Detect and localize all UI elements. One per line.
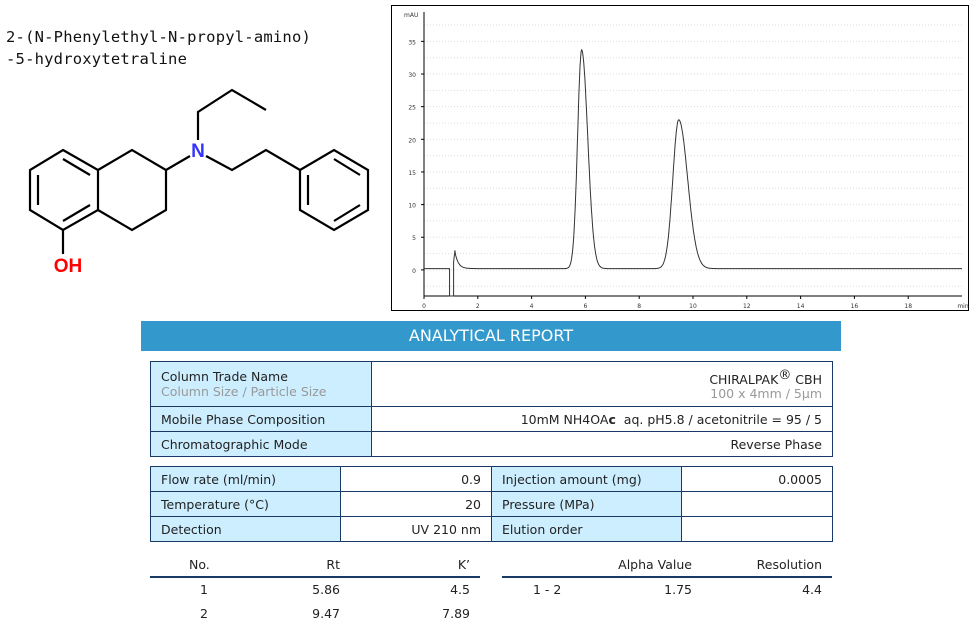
condition-value: 20 xyxy=(340,491,492,517)
y-tick-label: 30 xyxy=(408,72,416,79)
hydroxyl-label: OH xyxy=(54,256,83,277)
chemical-structure: N OH xyxy=(28,88,370,277)
mode-label: Chromatographic Mode xyxy=(150,431,372,457)
y-tick-label: 5 xyxy=(412,235,416,242)
header-alpha: Alpha Value xyxy=(618,557,692,572)
mobile-phase-part-c: aq. pH5.8 / acetonitrile = 95 / 5 xyxy=(615,411,822,427)
condition-label: Pressure (MPa) xyxy=(491,491,682,517)
compound-name-line1: 2-(N-Phenylethyl-N-propyl-amino) xyxy=(6,28,312,46)
y-tick-label: 15 xyxy=(408,170,416,177)
column-trade-name: CHIRALPAK xyxy=(709,372,779,388)
compound-name: 2-(N-Phenylethyl-N-propyl-amino) -5-hydr… xyxy=(6,26,311,70)
y-tick-label: 0 xyxy=(412,268,416,275)
header-k: K’ xyxy=(457,557,470,572)
row-no: 1 xyxy=(200,582,208,597)
column-size-label: Column Size / Particle Size xyxy=(161,384,327,399)
mobile-phase-part-a: 10mM NH4OA xyxy=(520,411,609,427)
header-no: No. xyxy=(189,557,210,572)
y-tick-label: 25 xyxy=(408,105,416,112)
condition-value: 0.9 xyxy=(340,466,492,492)
results-divider xyxy=(502,576,832,578)
x-tick-label: 12 xyxy=(743,303,751,310)
condition-label: Temperature (°C) xyxy=(150,491,341,517)
condition-label: Flow rate (ml/min) xyxy=(150,466,341,492)
registered-mark: ® xyxy=(778,368,792,384)
column-row: Column Trade Name Column Size / Particle… xyxy=(150,361,833,407)
mobile-phase-row: Mobile Phase Composition 10mM NH4OAc aq.… xyxy=(150,406,833,432)
conditions-row: Flow rate (ml/min) 0.9 Injection amount … xyxy=(150,466,833,492)
condition-label: Elution order xyxy=(491,516,682,542)
mobile-phase-label: Mobile Phase Composition xyxy=(150,406,372,432)
condition-value xyxy=(681,516,833,542)
nitrogen-atom-label: N xyxy=(191,141,205,162)
header-rt: Rt xyxy=(326,557,340,572)
report-banner: ANALYTICAL REPORT xyxy=(141,321,841,351)
column-value: CHIRALPAK® CBH xyxy=(382,368,822,387)
condition-label: Injection amount (mg) xyxy=(491,466,682,492)
conditions-row: Detection UV 210 nm Elution order xyxy=(150,516,833,542)
condition-value xyxy=(681,491,833,517)
row-rt: 9.47 xyxy=(312,606,340,621)
row-k: 4.5 xyxy=(450,582,470,597)
y-tick-label: 10 xyxy=(408,203,416,210)
condition-value: 0.0005 xyxy=(681,466,833,492)
mode-row: Chromatographic Mode Reverse Phase xyxy=(150,431,833,457)
y-tick-label: 35 xyxy=(408,39,416,46)
column-type: CBH xyxy=(791,372,822,388)
chromatogram: 0 5 10 15 20 25 30 35 0 2 4 6 8 10 12 14 16 18 min mAU xyxy=(391,5,969,311)
x-tick-label: 16 xyxy=(851,303,859,310)
conditions-table: Flow rate (ml/min) 0.9 Injection amount … xyxy=(150,466,833,542)
alpha-value: 1.75 xyxy=(664,582,692,597)
column-size-value: 100 x 4mm / 5µm xyxy=(710,385,822,401)
x-tick-label: 0 xyxy=(422,303,426,310)
x-tick-label: 8 xyxy=(637,303,641,310)
column-info-table: Column Trade Name Column Size / Particle… xyxy=(150,361,833,457)
x-axis-label: min xyxy=(957,303,969,310)
compound-name-line2: -5-hydroxytetraline xyxy=(6,50,188,68)
row-no: 2 xyxy=(200,606,208,621)
mobile-phase-part-b: c xyxy=(608,411,616,427)
y-axis-label: mAU xyxy=(404,12,418,19)
row-k: 7.89 xyxy=(442,606,470,621)
header-resolution: Resolution xyxy=(756,557,822,572)
y-tick-label: 20 xyxy=(408,137,416,144)
condition-value: UV 210 nm xyxy=(340,516,492,542)
resolution-value: 4.4 xyxy=(802,582,822,597)
row-rt: 5.86 xyxy=(312,582,340,597)
mode-value: Reverse Phase xyxy=(371,431,833,457)
pair-label: 1 - 2 xyxy=(533,582,562,597)
x-tick-label: 18 xyxy=(904,303,912,310)
x-tick-label: 14 xyxy=(797,303,805,310)
x-tick-label: 2 xyxy=(476,303,480,310)
x-tick-label: 10 xyxy=(689,303,697,310)
chromatogram-trace xyxy=(424,48,962,297)
results-divider xyxy=(150,576,480,578)
x-tick-label: 4 xyxy=(530,303,534,310)
chart-frame xyxy=(391,5,969,311)
x-tick-label: 6 xyxy=(583,303,587,310)
mobile-phase-value: 10mM NH4OAc aq. pH5.8 / acetonitrile = 9… xyxy=(371,406,833,432)
conditions-row: Temperature (°C) 20 Pressure (MPa) xyxy=(150,491,833,517)
column-label: Column Trade Name xyxy=(161,369,288,384)
condition-label: Detection xyxy=(150,516,341,542)
